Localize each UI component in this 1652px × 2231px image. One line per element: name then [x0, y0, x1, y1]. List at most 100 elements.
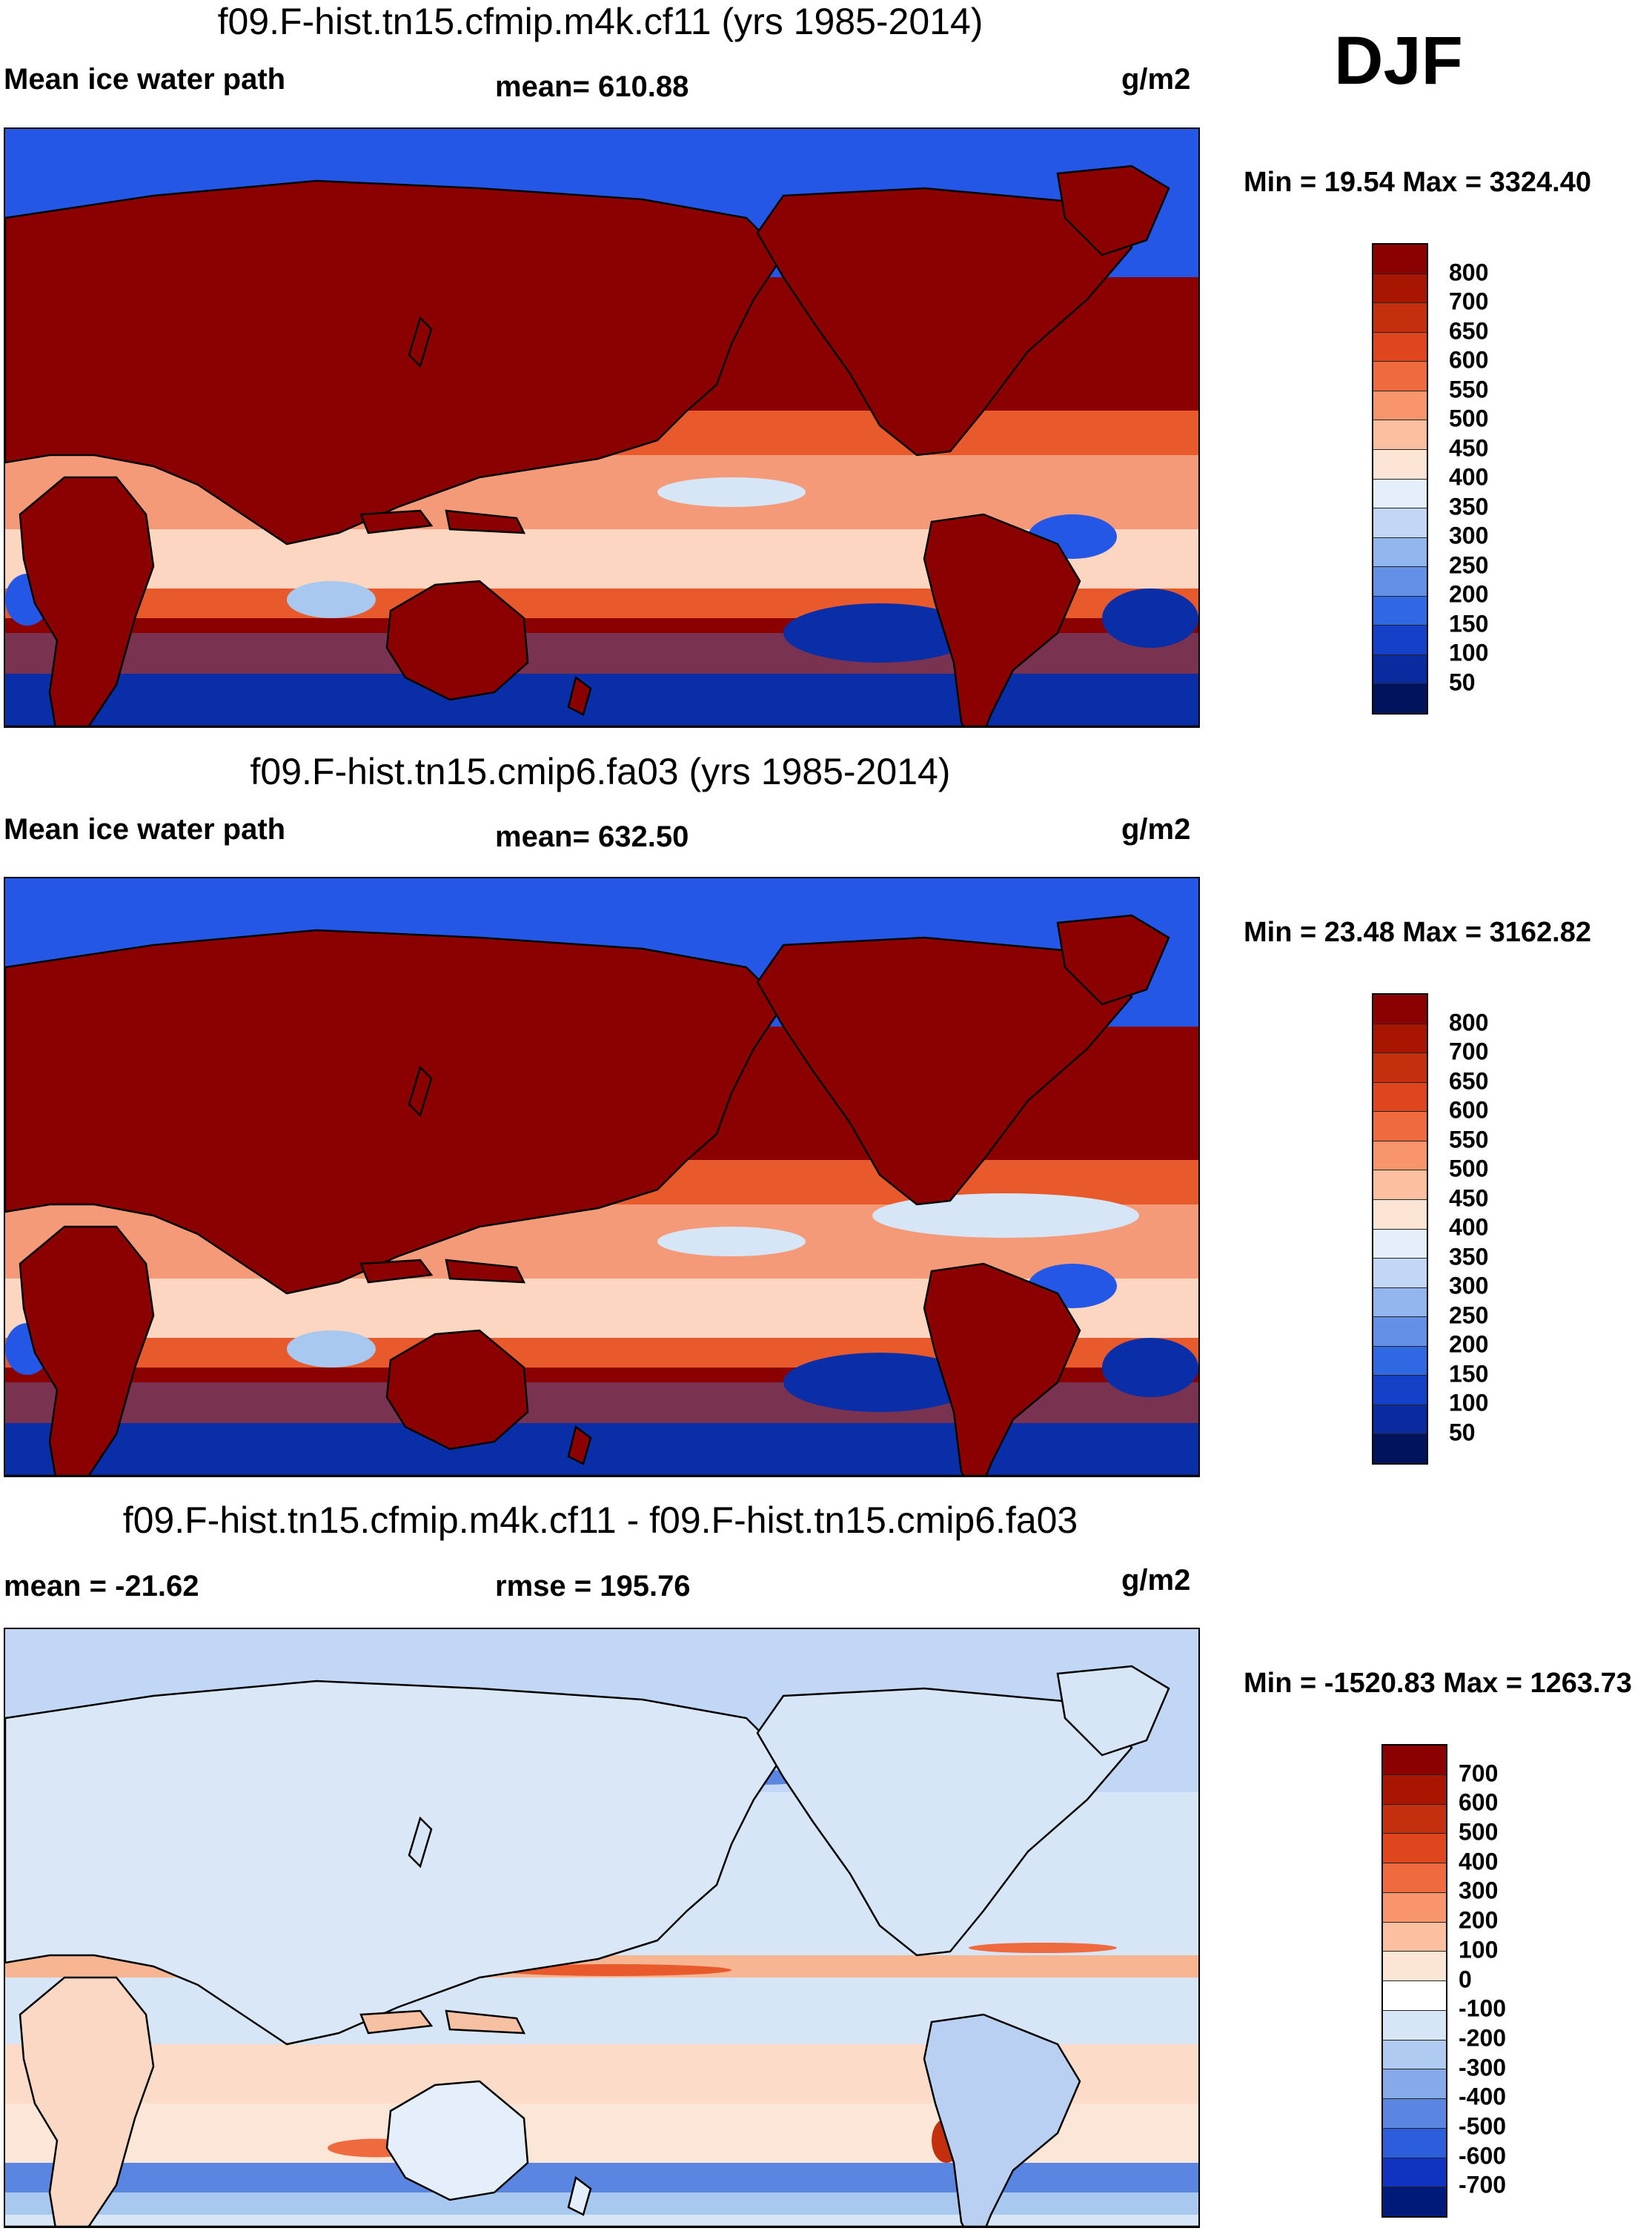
continent-eurasia — [5, 179, 785, 546]
colorbar-swatch — [1373, 1170, 1427, 1200]
colorbar-swatch — [1373, 1287, 1427, 1318]
colorbar-swatch — [1373, 654, 1427, 685]
colorbar-swatch — [1373, 1141, 1427, 1171]
colorbar-tick-label: 600 — [1449, 1096, 1489, 1124]
continent-indonesia2 — [445, 2009, 526, 2035]
colorbar-tick-label: 650 — [1449, 1067, 1489, 1094]
colorbar-swatch — [1373, 537, 1427, 568]
field-feature — [1102, 1338, 1198, 1397]
panel-2-mean-label: mean= 632.50 — [495, 821, 689, 853]
panel-1-minmax: Min = 19.54 Max = 3324.40 — [1244, 167, 1591, 198]
colorbar-swatch — [1373, 1082, 1427, 1113]
field-feature — [872, 1193, 1139, 1238]
colorbar-tick-label: 700 — [1459, 1760, 1499, 1787]
panel-1-units-label: g/m2 — [1121, 63, 1191, 96]
colorbar-swatch — [1373, 508, 1427, 538]
panel-3-title: f09.F-hist.tn15.cfmip.m4k.cf11 - f09.F-h… — [122, 1499, 1078, 1541]
continent-nz — [567, 1425, 592, 1465]
continent-japan — [408, 316, 433, 368]
colorbar-tick-label: 400 — [1449, 463, 1489, 491]
ice-water-path-difference-map — [4, 1628, 1200, 2228]
panel-2-colorbar-ticks: 800 700 650 600 550 500 450 400 350 300 250 200 150 1… — [1449, 993, 1538, 1462]
panel-3-colorbar — [1381, 1744, 1447, 2218]
colorbar-tick-label: 800 — [1449, 1009, 1489, 1035]
continent-indonesia2 — [445, 1259, 526, 1284]
colorbar-tick-label: 450 — [1449, 1184, 1489, 1211]
colorbar-tick-label: 450 — [1449, 434, 1489, 461]
panel-1-colorbar — [1372, 243, 1428, 715]
colorbar-swatch — [1373, 1024, 1427, 1054]
colorbar-swatch — [1373, 596, 1427, 626]
field-feature — [287, 1330, 376, 1368]
colorbar-swatch — [1373, 567, 1427, 597]
colorbar-tick-label: 400 — [1459, 1848, 1499, 1875]
colorbar-swatch — [1383, 2040, 1446, 2070]
colorbar-tick-label: 350 — [1449, 493, 1489, 520]
continent-australia — [385, 2080, 529, 2201]
colorbar-swatch — [1383, 1892, 1446, 1923]
ice-water-path-map-fa03 — [4, 877, 1200, 1477]
panel-2-colorbar — [1372, 993, 1428, 1465]
colorbar-tick-label: 100 — [1449, 1389, 1489, 1416]
colorbar-swatch — [1373, 1259, 1427, 1288]
colorbar-swatch — [1373, 1346, 1427, 1376]
panel-3-minmax: Min = -1520.83 Max = 1263.73 — [1244, 1668, 1632, 1699]
continent-japan — [408, 1816, 433, 1869]
continent-greenland — [1056, 914, 1170, 1006]
colorbar-swatch — [1373, 303, 1427, 333]
continent-indonesia1 — [359, 509, 434, 534]
colorbar-swatch — [1373, 1376, 1427, 1405]
panel-2-variable-label: Mean ice water path — [4, 813, 286, 846]
colorbar-tick-label: 800 — [1449, 259, 1489, 285]
colorbar-tick-label: 100 — [1459, 1936, 1499, 1963]
colorbar-swatch — [1383, 1746, 1446, 1775]
colorbar-tick-label: -100 — [1459, 1995, 1507, 2022]
map-canvas — [5, 878, 1198, 1476]
colorbar-tick-label: 550 — [1449, 1126, 1489, 1153]
colorbar-tick-label: 250 — [1449, 551, 1489, 578]
colorbar-swatch — [1373, 1199, 1427, 1230]
colorbar-swatch — [1383, 2187, 1446, 2216]
colorbar-tick-label: 600 — [1459, 1789, 1499, 1816]
colorbar-tick-label: 50 — [1449, 1419, 1476, 1445]
map-canvas — [5, 129, 1198, 726]
colorbar-tick-label: 650 — [1449, 317, 1489, 344]
colorbar-tick-label: -400 — [1459, 2083, 1507, 2110]
colorbar-swatch — [1373, 626, 1427, 655]
colorbar-swatch — [1373, 1053, 1427, 1083]
continent-greenland — [1056, 165, 1170, 256]
colorbar-tick-label: 500 — [1459, 1818, 1499, 1846]
colorbar-tick-label: -700 — [1459, 2171, 1507, 2198]
field-feature — [287, 581, 376, 618]
colorbar-swatch — [1383, 2099, 1446, 2129]
colorbar-tick-label: 500 — [1449, 1155, 1489, 1182]
colorbar-swatch — [1373, 1317, 1427, 1347]
colorbar-swatch — [1373, 1229, 1427, 1259]
colorbar-swatch — [1383, 2128, 1446, 2158]
continent-indonesia2 — [445, 509, 526, 534]
colorbar-tick-label: 500 — [1449, 405, 1489, 432]
colorbar-swatch — [1383, 1774, 1446, 1805]
colorbar-swatch — [1373, 1434, 1427, 1463]
colorbar-swatch — [1373, 391, 1427, 421]
panel-2-minmax: Min = 23.48 Max = 3162.82 — [1244, 917, 1591, 948]
colorbar-swatch — [1373, 362, 1427, 391]
colorbar-swatch — [1373, 479, 1427, 509]
colorbar-swatch — [1373, 449, 1427, 480]
continent-australia — [385, 580, 529, 701]
colorbar-tick-label: 100 — [1449, 639, 1489, 666]
colorbar-tick-label: 50 — [1449, 669, 1476, 695]
field-band — [5, 2163, 1198, 2192]
panel-3-units-label: g/m2 — [1121, 1564, 1191, 1597]
colorbar-swatch — [1373, 420, 1427, 450]
colorbar-tick-label: 300 — [1449, 1272, 1489, 1299]
field-band — [5, 1423, 1198, 1476]
colorbar-tick-label: 550 — [1449, 376, 1489, 402]
continent-japan — [408, 1065, 433, 1118]
panel-1-title: f09.F-hist.tn15.cfmip.m4k.cf11 (yrs 1985… — [217, 1, 983, 42]
colorbar-swatch — [1373, 1112, 1427, 1141]
colorbar-swatch — [1373, 274, 1427, 304]
colorbar-tick-label: 400 — [1449, 1213, 1489, 1241]
continent-africa — [19, 476, 155, 726]
continent-indonesia1 — [359, 2009, 434, 2035]
